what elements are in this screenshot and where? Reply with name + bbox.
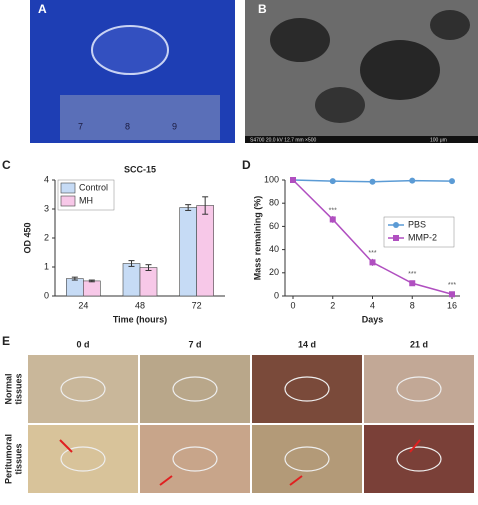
y-tick-label: 0	[44, 290, 49, 300]
pore	[360, 40, 440, 100]
arrow	[59, 439, 73, 453]
significance: ***	[329, 207, 337, 214]
marker	[329, 216, 336, 223]
y-tick-label: 40	[269, 244, 279, 254]
tissue-photo	[140, 355, 250, 423]
implant	[172, 446, 218, 472]
tissue-photo	[140, 425, 250, 493]
bar	[83, 280, 101, 297]
legend-label: MH	[79, 195, 93, 205]
arrow	[289, 475, 303, 486]
y-tick-label: 3	[44, 203, 49, 213]
marker	[329, 178, 336, 185]
ruler-number: 8	[125, 121, 130, 131]
pore	[315, 87, 365, 123]
x-axis-label: Time (hours)	[113, 314, 167, 324]
marker	[409, 177, 416, 184]
legend-marker	[393, 222, 399, 228]
tissue-photo	[252, 355, 362, 423]
x-tick-label: 48	[135, 300, 145, 310]
implant	[284, 376, 330, 402]
chart-title: SCC-15	[124, 164, 156, 174]
bar	[122, 263, 141, 297]
tissue-photo	[364, 425, 474, 493]
marker	[369, 178, 376, 185]
x-tick-label: 24	[78, 300, 88, 310]
row-label: tissues	[13, 373, 23, 404]
legend-swatch	[60, 182, 76, 194]
x-axis-label: Days	[362, 314, 384, 324]
panel-label: B	[258, 2, 267, 16]
implant	[284, 446, 330, 472]
row-label: Normal	[3, 373, 13, 404]
legend-label: Control	[79, 182, 108, 192]
marker	[409, 280, 416, 287]
y-tick-label: 20	[269, 267, 279, 277]
tissue-photo	[28, 355, 138, 423]
panel-label: C	[2, 158, 11, 172]
panel-label: D	[242, 158, 251, 172]
y-tick-label: 0	[274, 290, 279, 300]
legend-label: MMP-2	[408, 232, 437, 242]
tissue-photo	[364, 355, 474, 423]
y-tick-label: 80	[269, 198, 279, 208]
tissue-photo	[28, 425, 138, 493]
bar	[139, 267, 158, 297]
y-axis-label: OD 450	[22, 222, 32, 253]
x-tick-label: 72	[192, 300, 202, 310]
marker	[449, 178, 455, 185]
panel-label: A	[38, 2, 47, 16]
y-axis-label: Mass remaining (%)	[252, 196, 262, 281]
sem-scale: 100 μm	[430, 137, 447, 143]
legend-box	[57, 179, 115, 211]
legend-box	[383, 216, 455, 248]
pore	[270, 18, 330, 62]
column-label: 0 d	[76, 339, 89, 349]
implant	[396, 376, 442, 402]
marker	[369, 259, 376, 266]
x-tick-label: 8	[410, 300, 415, 310]
x-tick-label: 4	[370, 300, 375, 310]
legend-swatch	[60, 195, 76, 207]
sem-info: S4700 20.0 kV 12.7 mm ×500	[250, 137, 317, 143]
arrow	[159, 475, 173, 486]
sem-info-bar	[245, 136, 478, 143]
y-tick-label: 60	[269, 221, 279, 231]
marker	[449, 291, 455, 298]
legend-label: PBS	[408, 219, 426, 229]
y-tick-label: 1	[44, 261, 49, 271]
column-label: 21 d	[410, 339, 428, 349]
implant	[172, 376, 218, 402]
y-tick-label: 4	[44, 174, 49, 184]
column-label: 14 d	[298, 339, 316, 349]
arrow	[409, 439, 421, 453]
implant	[60, 376, 106, 402]
y-tick-label: 100	[264, 174, 279, 184]
y-tick-label: 2	[44, 232, 49, 242]
ruler-number: 9	[172, 121, 177, 131]
significance: ***	[408, 271, 416, 278]
x-tick-label: 16	[447, 300, 457, 310]
implant	[396, 446, 442, 472]
implant	[60, 446, 106, 472]
significance: ***	[448, 282, 456, 289]
bar	[66, 278, 84, 297]
row-label: Peritumoral	[3, 434, 13, 484]
scaffold-disc	[91, 25, 169, 75]
bar	[196, 205, 214, 297]
bar	[179, 207, 197, 297]
x-tick-label: 2	[330, 300, 335, 310]
significance: ***	[368, 250, 376, 257]
tissue-photo	[252, 425, 362, 493]
row-label: tissues	[13, 443, 23, 474]
pore	[430, 10, 470, 40]
legend-marker	[393, 235, 399, 241]
x-tick-label: 0	[290, 300, 295, 310]
column-label: 7 d	[188, 339, 201, 349]
ruler	[60, 95, 220, 140]
ruler-number: 7	[78, 121, 83, 131]
marker	[290, 177, 296, 183]
panel-label: E	[2, 334, 10, 348]
